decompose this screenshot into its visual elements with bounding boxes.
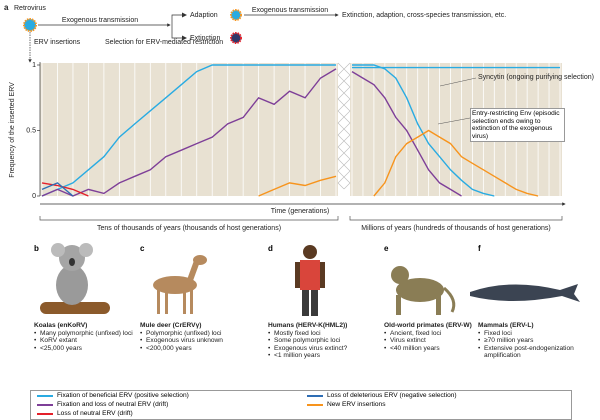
panel-item: Exogenous virus unknown xyxy=(140,337,248,345)
panel-item: Ancient, fixed loci xyxy=(384,330,492,338)
legend-item: Loss of deleterious ERV (negative select… xyxy=(307,392,457,399)
legend-swatch xyxy=(37,394,53,397)
panel-text: Mule deer (CrERVγ)Polymorphic (unfixed) … xyxy=(140,322,248,352)
legend-item: New ERV insertions xyxy=(307,401,386,408)
panel-item: Virus extinct xyxy=(384,337,492,345)
koala-icon xyxy=(40,243,110,314)
panel-item: <1 million years xyxy=(268,352,376,360)
panel-item: Many polymorphic (unfixed) loci xyxy=(34,330,142,338)
panel-list: Fixed loci≥70 million yearsExtensive pos… xyxy=(478,330,586,360)
bracket xyxy=(39,216,563,221)
label: Retrovirus xyxy=(14,5,46,12)
annotation: Syncytin (ongoing purifying selection) xyxy=(478,74,594,81)
legend-swatch xyxy=(307,403,323,406)
label: Exogenous transmission xyxy=(62,17,138,24)
human-icon xyxy=(295,245,325,316)
label: ERV insertions xyxy=(34,39,81,46)
legend-label: Loss of deleterious ERV (negative select… xyxy=(327,392,457,399)
legend-item: Loss of neutral ERV (drift) xyxy=(37,410,133,417)
panel-title: Koalas (enKoRV) xyxy=(34,322,88,329)
panel-list: Many polymorphic (unfixed) lociKoRV exta… xyxy=(34,330,142,353)
panel-text: Humans (HERV-K(HML2))Mostly fixed lociSo… xyxy=(268,322,376,360)
legend-item: Fixation and loss of neutral ERV (drift) xyxy=(37,401,168,408)
label: Adaption xyxy=(190,12,218,19)
axis-break xyxy=(337,62,351,190)
y-axis-label: Frequency of the inserted ERV xyxy=(9,82,16,178)
period-label: Millions of years (hundreds of thousands… xyxy=(361,225,551,232)
virus-icon xyxy=(230,9,242,21)
leader xyxy=(439,77,477,87)
period-label: Tens of thousands of years (thousands of… xyxy=(97,225,281,232)
panel-item: Mostly fixed loci xyxy=(268,330,376,338)
legend-item: Fixation of beneficial ERV (positive sel… xyxy=(37,392,189,399)
series-line xyxy=(41,182,74,197)
y-tick-label: 0.5 xyxy=(26,127,36,134)
leader xyxy=(437,117,471,125)
panel-item: ≥70 million years xyxy=(478,337,586,345)
panel-item: Polymorphic (unfixed) loci xyxy=(140,330,248,338)
branch xyxy=(171,14,184,39)
panel-item: <40 million years xyxy=(384,345,492,353)
label: Selection for ERV-mediated restriction xyxy=(105,39,223,46)
panel-letter: e xyxy=(384,244,389,253)
series-line xyxy=(41,68,462,197)
panel-title: Mule deer (CrERVγ) xyxy=(140,322,202,329)
plot-bg xyxy=(40,63,338,196)
annotation: Entry-restricting Env (episodic selectio… xyxy=(470,108,565,143)
virus-icon xyxy=(23,18,37,32)
panel-item: <25,000 years xyxy=(34,345,142,353)
panel-item: Some polymorphic loci xyxy=(268,337,376,345)
deer-icon xyxy=(153,255,207,314)
legend-swatch xyxy=(37,403,53,406)
series-line xyxy=(258,129,539,197)
panel-text: Old-world primates (ERV-W)Ancient, fixed… xyxy=(384,322,492,352)
legend-label: Fixation and loss of neutral ERV (drift) xyxy=(57,401,169,408)
legend-label: Loss of neutral ERV (drift) xyxy=(57,410,133,417)
legend-swatch xyxy=(307,394,323,397)
label: Exogenous transmission xyxy=(252,7,328,14)
legend: Fixation of beneficial ERV (positive sel… xyxy=(30,390,572,420)
panel-title: Humans (HERV-K(HML2)) xyxy=(268,322,348,329)
virus-icon xyxy=(230,32,242,44)
panel-item: Exogenous virus extinct? xyxy=(268,345,376,353)
panel-item: <200,000 years xyxy=(140,345,248,353)
panel-text: Mammals (ERV-L)Fixed loci≥70 million yea… xyxy=(478,322,586,360)
panel-item: KoRV extant xyxy=(34,337,142,345)
legend-label: Fixation of beneficial ERV (positive sel… xyxy=(57,392,189,399)
y-tick-label: 0 xyxy=(32,193,36,200)
series-line xyxy=(41,182,89,197)
panel-title: Old-world primates (ERV-W) xyxy=(384,322,472,329)
panel-letter: a xyxy=(4,3,9,12)
baboon-icon xyxy=(391,266,456,315)
whale-icon xyxy=(470,284,580,302)
legend-swatch xyxy=(37,412,53,415)
x-axis-label: Time (generations) xyxy=(271,208,330,215)
panel-item: Extensive post-endogenization amplificat… xyxy=(478,345,586,360)
label: Extinction, adaption, cross-species tran… xyxy=(342,12,506,19)
panel-list: Polymorphic (unfixed) lociExogenous viru… xyxy=(140,330,248,353)
panel-text: Koalas (enKoRV)Many polymorphic (unfixed… xyxy=(34,322,142,352)
label: Extinction xyxy=(190,35,220,42)
panel-item: Fixed loci xyxy=(478,330,586,338)
legend-label: New ERV insertions xyxy=(327,401,386,408)
panel-list: Ancient, fixed lociVirus extinct<40 mill… xyxy=(384,330,492,353)
y-tick-label: 1 xyxy=(32,62,36,69)
panel-list: Mostly fixed lociSome polymorphic lociEx… xyxy=(268,330,376,360)
panel-letter: c xyxy=(140,244,145,253)
annotation-box: Entry-restricting Env (episodic selectio… xyxy=(470,108,565,143)
panel-letter: d xyxy=(268,244,273,253)
panel-letter: b xyxy=(34,244,39,253)
panel-letter: f xyxy=(478,244,481,253)
panel-title: Mammals (ERV-L) xyxy=(478,322,534,329)
